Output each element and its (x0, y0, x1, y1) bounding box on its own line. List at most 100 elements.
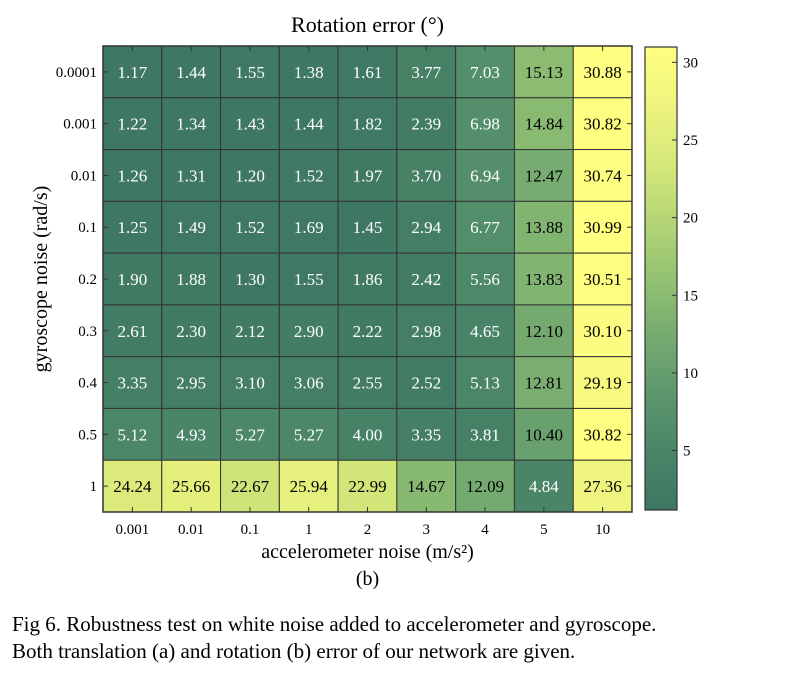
cell-value-label: 12.10 (525, 322, 563, 341)
cell-value-label: 4.93 (176, 425, 206, 444)
cell-value-label: 1.86 (353, 270, 383, 289)
cell-value-label: 1.82 (353, 115, 383, 134)
heatmap-cell (455, 149, 515, 202)
heatmap-cell (337, 97, 398, 151)
cell-value-label: 30.82 (583, 425, 621, 444)
y-axis-label: gyroscope noise (rad/s) (30, 186, 52, 373)
x-tick-label: 1 (305, 522, 313, 538)
cell-value-label: 1.22 (118, 115, 148, 134)
heatmap-cell (102, 97, 163, 151)
cell-value-label: 25.66 (172, 477, 210, 496)
heatmap-cell (278, 252, 339, 306)
cell-value-label: 2.12 (235, 322, 265, 341)
cell-value-label: 13.83 (525, 270, 563, 289)
cell-value-label: 30.10 (583, 322, 621, 341)
cell-value-label: 30.99 (583, 218, 621, 237)
heatmap-cell (337, 149, 398, 202)
cell-value-label: 1.97 (353, 166, 383, 185)
cell-value-label: 27.36 (583, 477, 621, 496)
x-tick-label: 0.01 (178, 522, 204, 538)
cell-value-label: 1.88 (176, 270, 206, 289)
cell-value-label: 1.38 (294, 63, 324, 82)
cell-value-label: 30.88 (583, 63, 621, 82)
cell-value-label: 6.94 (470, 166, 500, 185)
heatmap-cell (572, 252, 633, 306)
x-tick-label: 4 (481, 522, 489, 538)
heatmap-cell (513, 97, 574, 151)
y-tick-label: 0.0001 (56, 65, 97, 81)
y-tick-label: 0.001 (63, 117, 97, 133)
y-tick-label: 0.5 (78, 427, 97, 443)
heatmap-cell (572, 97, 633, 151)
cell-value-label: 2.61 (118, 322, 148, 341)
heatmap-cell (278, 304, 339, 358)
cell-value-label: 15.13 (525, 63, 563, 82)
cell-value-label: 5.27 (294, 425, 324, 444)
heatmap-cell (161, 200, 222, 254)
x-tick-label: 3 (423, 522, 431, 538)
cell-value-label: 1.20 (235, 166, 265, 185)
cell-value-label: 6.98 (470, 115, 500, 134)
cell-value-label: 1.43 (235, 115, 265, 134)
heatmap-cell (102, 407, 163, 461)
heatmap-cell (278, 407, 339, 461)
heatmap-cell (572, 407, 633, 461)
cell-value-label: 1.55 (294, 270, 324, 289)
cell-value-label: 4.65 (470, 322, 500, 341)
cell-value-label: 3.06 (294, 374, 324, 393)
cell-value-label: 13.88 (525, 218, 563, 237)
cell-value-label: 14.84 (525, 115, 564, 134)
heatmap-cell (102, 459, 163, 513)
heatmap-cell (513, 304, 574, 358)
heatmap-cell (337, 459, 398, 513)
heatmap-cell (278, 459, 339, 513)
heatmap-cell (102, 356, 163, 409)
y-tick-label: 1 (90, 479, 98, 495)
cell-value-label: 2.94 (411, 218, 441, 237)
heatmap-cell (161, 459, 222, 513)
cell-value-label: 1.61 (353, 63, 383, 82)
cell-value-label: 5.12 (118, 425, 148, 444)
cell-value-label: 1.52 (294, 166, 324, 185)
heatmap-cell (396, 252, 457, 306)
heatmap-cell (396, 459, 457, 513)
cell-value-label: 30.51 (583, 270, 621, 289)
colorbar-tick-label: 30 (683, 55, 698, 71)
heatmap-cell (102, 149, 163, 202)
subfigure-label: (b) (356, 568, 379, 590)
heatmap-cell (161, 45, 222, 99)
heatmap-cell (455, 97, 515, 151)
heatmap-cell (102, 304, 163, 358)
x-tick-label: 5 (540, 522, 548, 538)
cell-value-label: 1.44 (294, 115, 324, 134)
x-axis-label: accelerometer noise (m/s²) (261, 541, 474, 563)
cell-value-label: 5.27 (235, 425, 265, 444)
x-tick-label: 10 (595, 522, 610, 538)
caption-line-2: Both translation (a) and rotation (b) er… (12, 639, 576, 663)
cell-value-label: 25.94 (290, 477, 329, 496)
colorbar (644, 46, 678, 511)
cell-value-label: 2.90 (294, 322, 324, 341)
heatmap-cell (337, 356, 398, 409)
cell-value-label: 4.00 (353, 425, 383, 444)
colorbar-tick-label: 25 (683, 133, 698, 149)
heatmap-cell (455, 356, 515, 409)
cell-value-label: 1.45 (353, 218, 383, 237)
y-tick-label: 0.4 (78, 376, 97, 392)
cell-value-label: 3.81 (470, 425, 500, 444)
colorbar-tick-label: 10 (683, 366, 698, 382)
cell-value-label: 2.95 (176, 374, 206, 393)
cell-value-label: 24.24 (113, 477, 152, 496)
cell-value-label: 1.31 (176, 166, 206, 185)
x-tick-label: 0.001 (116, 522, 150, 538)
cell-value-label: 1.25 (118, 218, 148, 237)
cell-value-label: 1.44 (176, 63, 206, 82)
heatmap-cell (102, 252, 163, 306)
heatmap-cell (337, 304, 398, 358)
heatmap-cell (102, 200, 163, 254)
cell-value-label: 2.52 (411, 374, 441, 393)
heatmap-cell (337, 407, 398, 461)
cell-value-label: 30.74 (583, 166, 622, 185)
cell-value-label: 4.84 (529, 477, 559, 496)
heatmap-cell (220, 304, 280, 358)
